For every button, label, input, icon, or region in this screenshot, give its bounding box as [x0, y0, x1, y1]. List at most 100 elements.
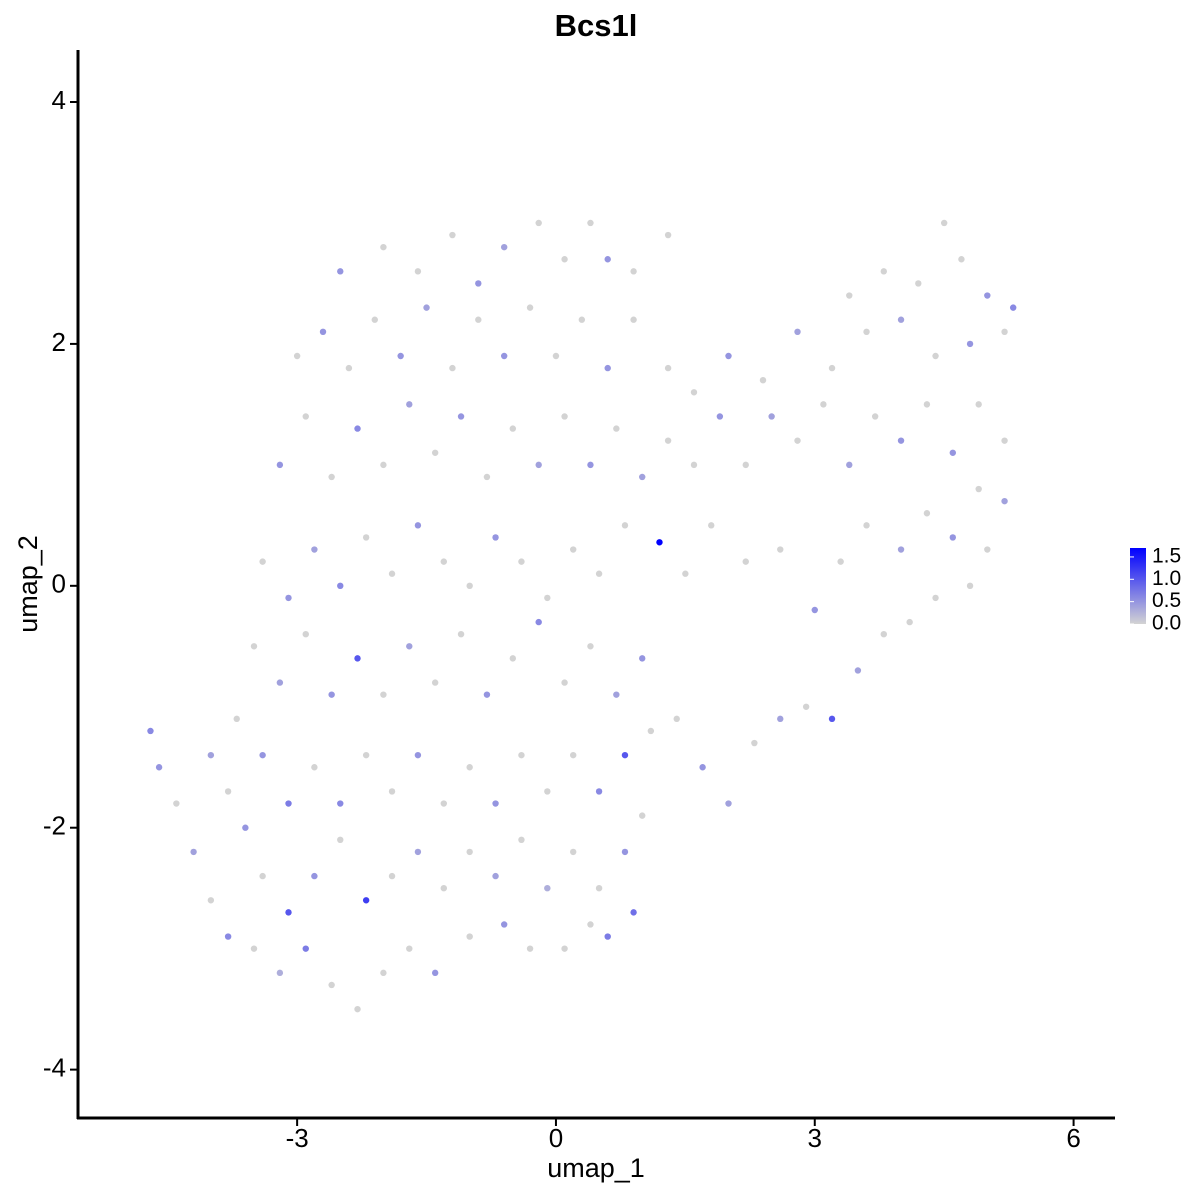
- point: [561, 679, 568, 686]
- point: [854, 667, 862, 674]
- point: [311, 872, 318, 880]
- point: [1009, 304, 1017, 311]
- point: [207, 751, 215, 759]
- point: [630, 909, 637, 916]
- point: [828, 715, 836, 723]
- point: [664, 437, 672, 444]
- point: [690, 389, 698, 396]
- point: [897, 546, 905, 553]
- y-axis-title: umap_2: [13, 535, 43, 633]
- point: [1001, 437, 1008, 444]
- point: [259, 872, 266, 880]
- point: [561, 256, 568, 263]
- point: [380, 691, 387, 698]
- point: [544, 594, 551, 602]
- point: [768, 413, 775, 420]
- point: [587, 921, 594, 928]
- point: [285, 909, 292, 916]
- point: [915, 280, 922, 287]
- point: [708, 522, 715, 529]
- point: [518, 836, 525, 844]
- point: [233, 715, 240, 723]
- point: [362, 897, 370, 904]
- y-tick-label: -2: [43, 811, 66, 841]
- point: [492, 800, 499, 807]
- point: [966, 582, 974, 590]
- point: [966, 340, 974, 348]
- point: [639, 473, 646, 481]
- y-tick-label: 4: [52, 85, 66, 115]
- point: [535, 618, 542, 626]
- point: [639, 812, 646, 819]
- point: [802, 703, 810, 710]
- point: [630, 316, 637, 323]
- point: [354, 425, 361, 432]
- point: [406, 401, 413, 408]
- point: [561, 945, 568, 952]
- point: [906, 618, 913, 626]
- point: [276, 461, 284, 469]
- point: [449, 231, 456, 239]
- point: [371, 316, 378, 323]
- point: [259, 558, 266, 565]
- point: [639, 655, 646, 662]
- x-tick-label: 6: [1066, 1123, 1080, 1153]
- point: [544, 884, 551, 892]
- point: [431, 449, 439, 456]
- point: [794, 437, 801, 444]
- point: [362, 751, 370, 759]
- point: [337, 268, 344, 275]
- point: [682, 570, 689, 577]
- point: [302, 413, 309, 420]
- point: [155, 764, 163, 771]
- point: [337, 836, 344, 844]
- point: [604, 364, 611, 372]
- point: [147, 727, 154, 735]
- point: [725, 352, 732, 360]
- point: [561, 413, 568, 420]
- point: [466, 764, 473, 771]
- point: [354, 1005, 361, 1013]
- point: [647, 727, 655, 735]
- point: [621, 848, 629, 856]
- point: [664, 364, 672, 372]
- point: [388, 872, 396, 880]
- point: [828, 364, 836, 372]
- point: [431, 679, 439, 686]
- point: [457, 630, 465, 638]
- point: [337, 800, 344, 807]
- point: [690, 461, 698, 469]
- point: [897, 437, 905, 444]
- point: [250, 643, 258, 650]
- point: [440, 558, 447, 565]
- point: [673, 715, 680, 723]
- point: [923, 510, 931, 517]
- chart-title: Bcs1l: [555, 8, 638, 43]
- point: [794, 328, 801, 336]
- point: [897, 316, 905, 323]
- point: [500, 921, 508, 928]
- point: [285, 594, 292, 602]
- point: [777, 546, 784, 553]
- point: [414, 268, 422, 275]
- point: [526, 945, 534, 952]
- point: [664, 231, 672, 239]
- point: [725, 800, 732, 807]
- x-tick-label: 3: [808, 1123, 822, 1153]
- y-tick-label: 2: [52, 327, 66, 357]
- point: [544, 788, 551, 795]
- point: [1001, 328, 1008, 336]
- point: [526, 304, 534, 311]
- point: [518, 751, 525, 759]
- point: [207, 897, 215, 904]
- point: [621, 751, 629, 759]
- point: [431, 969, 439, 977]
- point: [975, 401, 982, 408]
- x-tick-label: -3: [286, 1123, 309, 1153]
- x-tick-label: 0: [549, 1123, 563, 1153]
- point: [570, 848, 577, 856]
- point: [500, 352, 508, 360]
- point: [570, 751, 577, 759]
- point: [337, 582, 344, 590]
- point: [397, 352, 404, 360]
